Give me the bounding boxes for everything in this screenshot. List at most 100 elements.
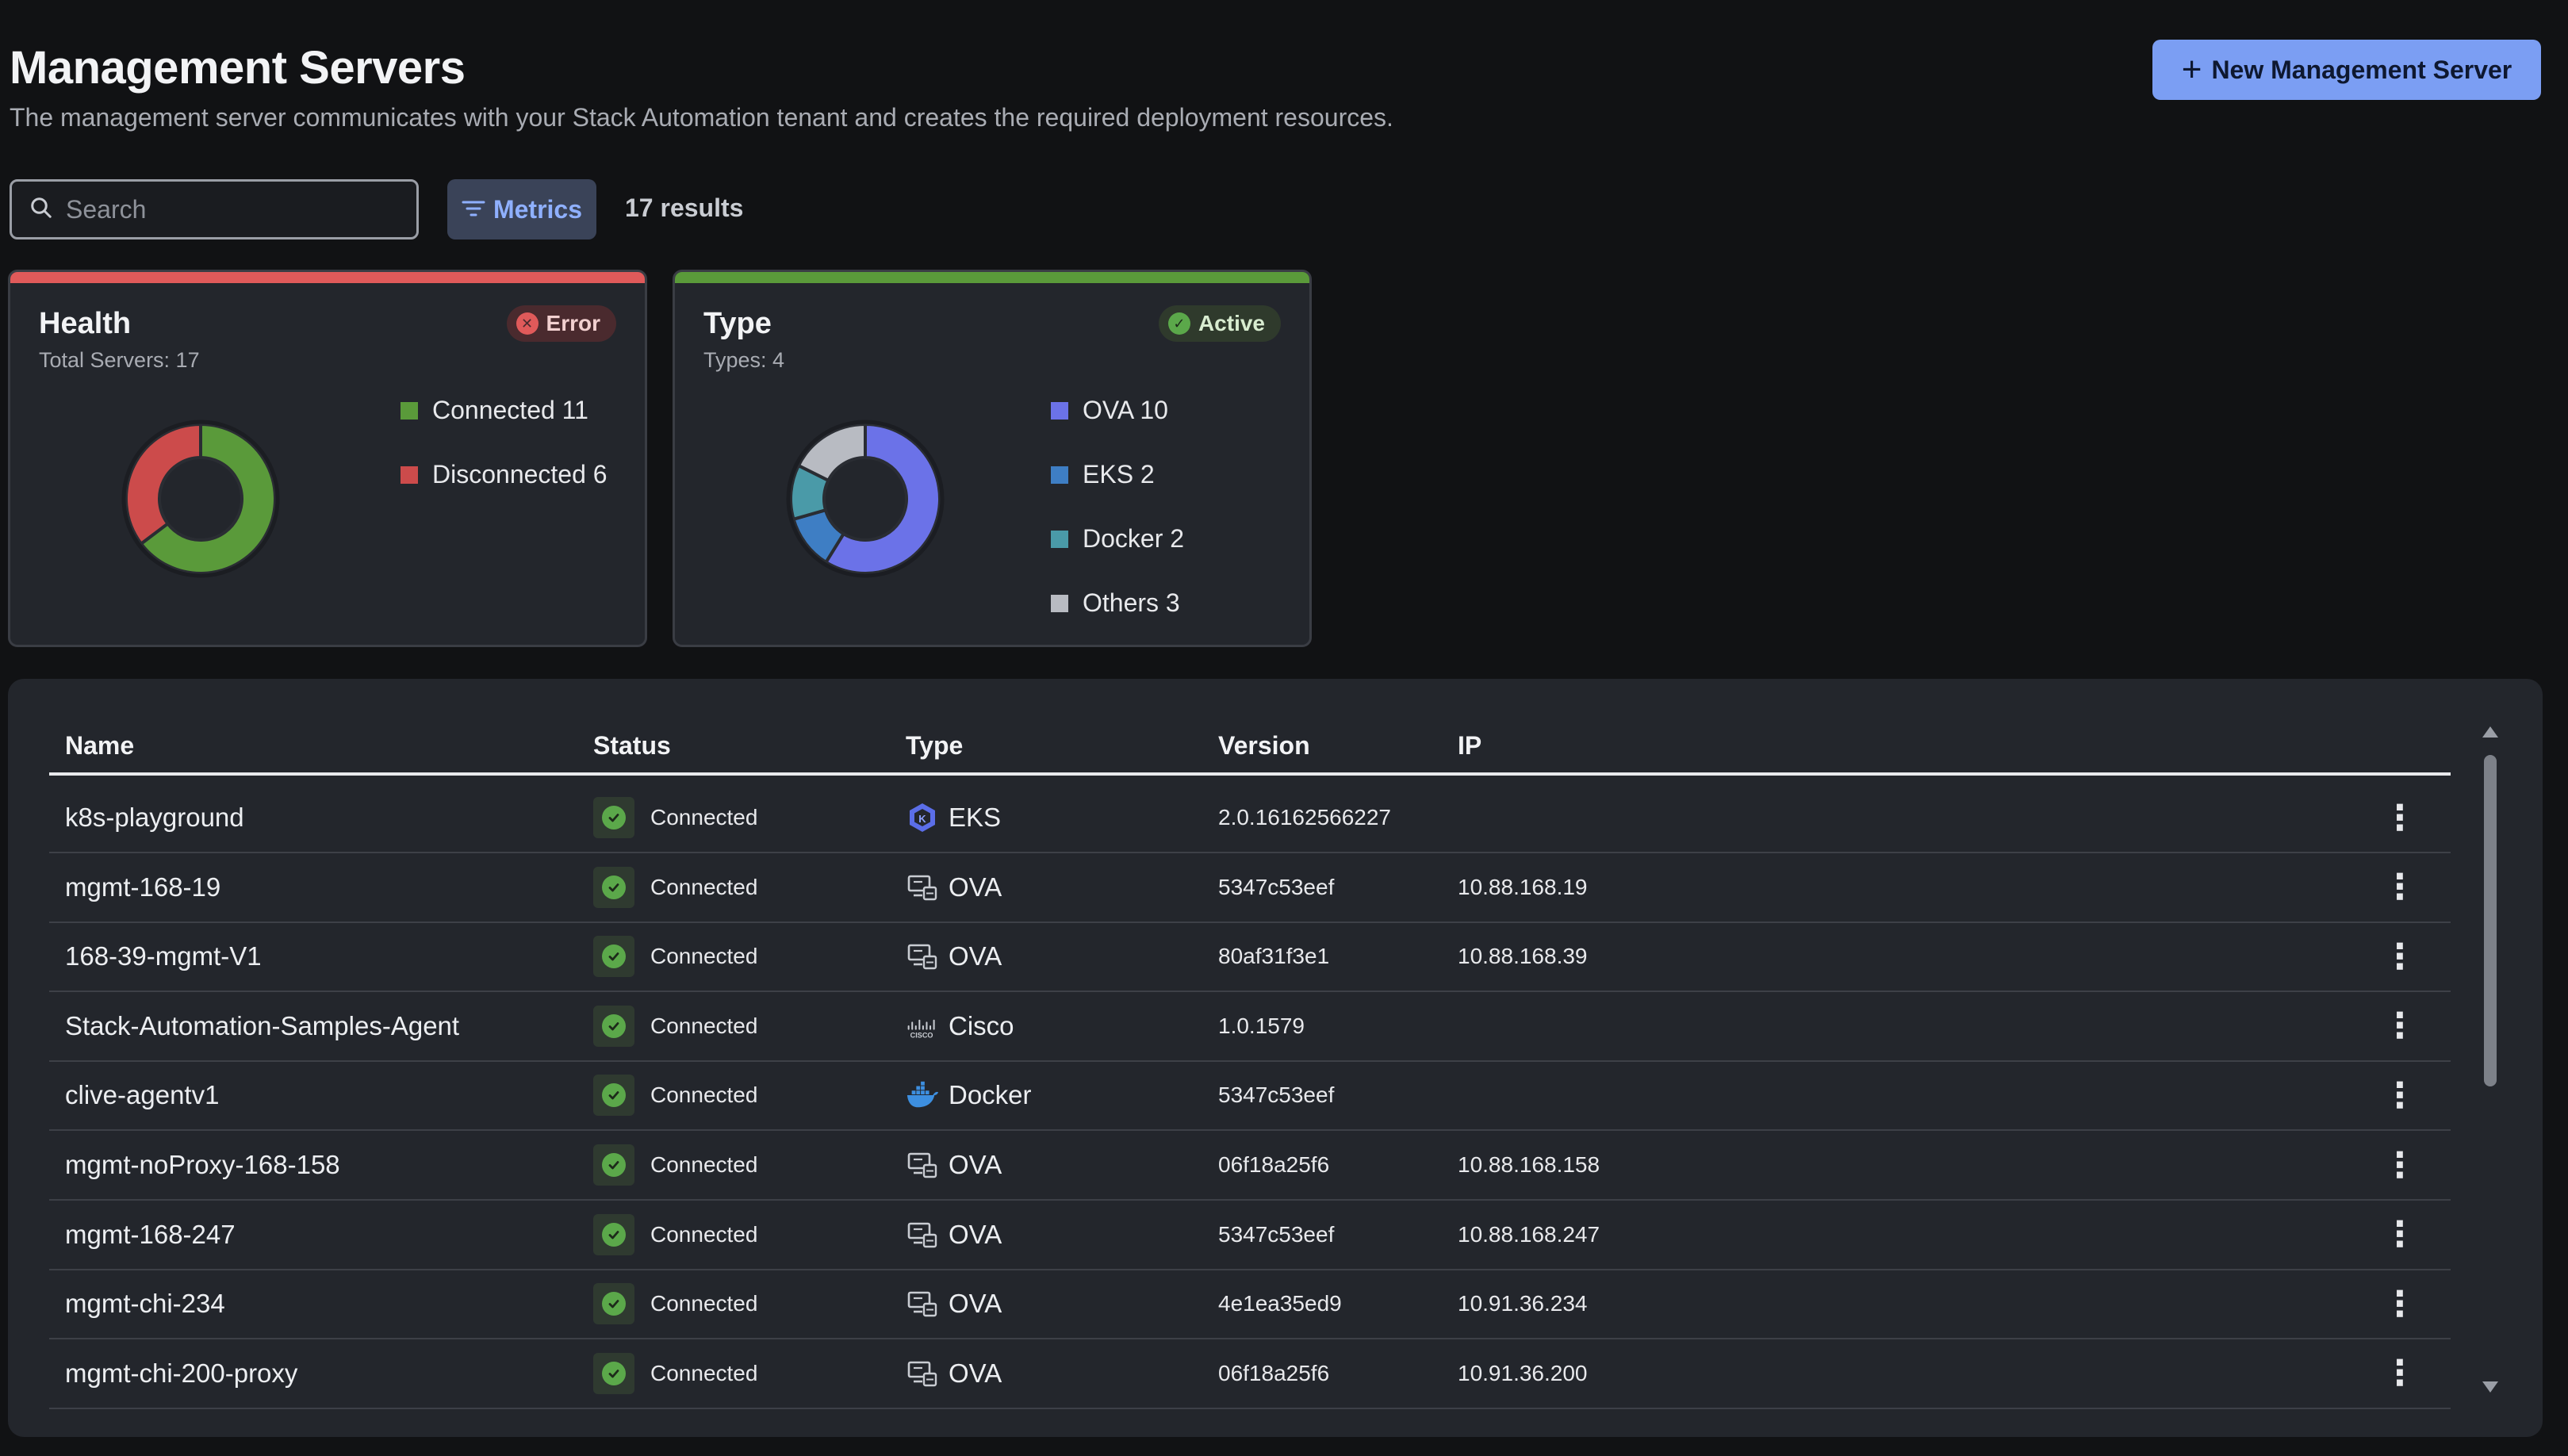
type-label: Cisco	[949, 1010, 1014, 1040]
server-name[interactable]: k8s-playground	[65, 803, 244, 832]
status-cell: Connected	[593, 784, 757, 852]
type-donut-chart	[786, 420, 945, 578]
server-name[interactable]: mgmt-168-19	[65, 872, 221, 902]
type-cell: OVA	[906, 853, 1002, 921]
server-name[interactable]: mgmt-168-247	[65, 1219, 236, 1249]
legend-item: OVA 10	[1051, 378, 1184, 443]
type-cell: OVA	[906, 1270, 1002, 1338]
scroll-down-arrow-icon[interactable]	[2482, 1381, 2498, 1393]
server-name[interactable]: Stack-Automation-Samples-Agent	[65, 1010, 460, 1040]
server-name[interactable]: mgmt-chi-200-proxy	[65, 1358, 298, 1388]
type-label: OVA	[949, 1219, 1002, 1249]
row-actions-kebab-icon[interactable]: ⋮	[2382, 798, 2417, 837]
legend-swatch	[1051, 530, 1068, 548]
table-row[interactable]: mgmt-chi-234 Connected OVA 4e1ea35ed9 10…	[49, 1270, 2451, 1340]
scroll-up-arrow-icon[interactable]	[2482, 726, 2498, 738]
ip-value: 10.88.168.39	[1458, 944, 1588, 969]
legend-swatch	[1051, 401, 1068, 420]
column-header-name[interactable]: Name	[65, 731, 135, 760]
svg-text:K: K	[918, 813, 926, 825]
search-input[interactable]	[64, 193, 401, 225]
donut-slice	[796, 422, 867, 483]
column-header-status[interactable]: Status	[593, 731, 671, 760]
table-row[interactable]: mgmt-168-19 Connected OVA 5347c53eef 10.…	[49, 853, 2451, 923]
type-label: OVA	[949, 872, 1002, 902]
row-actions-kebab-icon[interactable]: ⋮	[2382, 868, 2417, 907]
connected-status-icon	[593, 1283, 634, 1325]
row-actions-kebab-icon[interactable]: ⋮	[2382, 1145, 2417, 1185]
column-header-type[interactable]: Type	[906, 731, 964, 760]
column-header-version[interactable]: Version	[1218, 731, 1310, 760]
donut-outline	[786, 420, 945, 578]
legend-swatch	[1051, 594, 1068, 612]
legend-label: Others 3	[1083, 588, 1180, 617]
ip-value: 10.91.36.234	[1458, 1291, 1588, 1316]
status-cell: Connected	[593, 853, 757, 921]
status-cell: Connected	[593, 1131, 757, 1199]
type-label: OVA	[949, 1289, 1002, 1319]
row-actions-kebab-icon[interactable]: ⋮	[2382, 1284, 2417, 1324]
column-header-ip[interactable]: IP	[1458, 731, 1482, 760]
donut-outline	[121, 420, 280, 578]
legend-item: Disconnected 6	[401, 443, 608, 507]
plus-icon: +	[2181, 50, 2202, 89]
page-title: Management Servers	[10, 42, 466, 94]
type-legend: OVA 10 EKS 2 Docker 2 Others 3	[1051, 378, 1184, 635]
row-actions-kebab-icon[interactable]: ⋮	[2382, 937, 2417, 976]
legend-item: Others 3	[1051, 571, 1184, 635]
type-label: Docker	[949, 1080, 1032, 1110]
version-value: 2.0.16162566227	[1218, 805, 1391, 830]
legend-swatch	[401, 466, 418, 484]
connected-status-icon	[593, 797, 634, 838]
type-cell: OVA	[906, 1339, 1002, 1408]
connected-status-icon	[593, 1005, 634, 1047]
table-row[interactable]: k8s-playground Connected K EKS 2.0.16162…	[49, 784, 2451, 853]
legend-item: Docker 2	[1051, 507, 1184, 571]
metrics-filter-button[interactable]: Metrics	[447, 179, 596, 239]
row-actions-kebab-icon[interactable]: ⋮	[2382, 1354, 2417, 1393]
active-badge-label: Active	[1198, 311, 1265, 335]
page-description: The management server communicates with …	[10, 103, 1393, 132]
donut-slice	[139, 422, 277, 575]
results-count: 17 results	[625, 193, 744, 222]
status-cell: Connected	[593, 922, 757, 990]
type-card-accent-bar	[675, 272, 1309, 283]
table-scrollbar[interactable]	[2482, 726, 2501, 1393]
check-circle-icon: ✓	[1167, 312, 1190, 335]
ova-icon	[906, 871, 939, 904]
connected-status-icon	[593, 936, 634, 978]
server-name[interactable]: mgmt-noProxy-168-158	[65, 1150, 340, 1179]
new-management-server-button[interactable]: + New Management Server	[2152, 40, 2541, 100]
version-value: 4e1ea35ed9	[1218, 1291, 1342, 1316]
health-card: Health Total Servers: 17 ✕ Error Connect…	[8, 270, 647, 647]
type-cell: OVA	[906, 1201, 1002, 1269]
ova-icon	[906, 940, 939, 973]
server-name[interactable]: 168-39-mgmt-V1	[65, 941, 262, 971]
connected-status-icon	[593, 866, 634, 908]
type-cell: CISCO Cisco	[906, 992, 1014, 1060]
health-card-accent-bar	[10, 272, 645, 283]
status-label: Connected	[650, 805, 758, 830]
search-box[interactable]	[10, 179, 419, 239]
ip-value: 10.88.168.158	[1458, 1152, 1600, 1177]
server-name[interactable]: clive-agentv1	[65, 1080, 220, 1110]
server-name[interactable]: mgmt-chi-234	[65, 1289, 225, 1319]
table-row[interactable]: mgmt-chi-200-proxy Connected OVA 06f18a2…	[49, 1339, 2451, 1409]
docker-icon	[906, 1079, 939, 1112]
table-row[interactable]: 168-39-mgmt-V1 Connected OVA 80af31f3e1 …	[49, 922, 2451, 993]
scrollbar-thumb[interactable]	[2484, 755, 2497, 1086]
legend-label: EKS 2	[1083, 460, 1155, 489]
row-actions-kebab-icon[interactable]: ⋮	[2382, 1215, 2417, 1255]
error-badge-label: Error	[546, 311, 600, 335]
table-row[interactable]: Stack-Automation-Samples-Agent Connected…	[49, 992, 2451, 1062]
row-actions-kebab-icon[interactable]: ⋮	[2382, 1006, 2417, 1046]
table-row[interactable]: clive-agentv1 Connected Docker 5347c53ee…	[49, 1061, 2451, 1132]
health-card-title: Health	[39, 307, 132, 340]
type-label: OVA	[949, 1150, 1002, 1179]
version-value: 5347c53eef	[1218, 874, 1335, 899]
ip-value: 10.88.168.19	[1458, 874, 1588, 899]
table-row[interactable]: mgmt-noProxy-168-158 Connected OVA 06f18…	[49, 1131, 2451, 1201]
row-actions-kebab-icon[interactable]: ⋮	[2382, 1075, 2417, 1115]
status-label: Connected	[650, 944, 758, 969]
table-row[interactable]: mgmt-168-247 Connected OVA 5347c53eef 10…	[49, 1201, 2451, 1270]
